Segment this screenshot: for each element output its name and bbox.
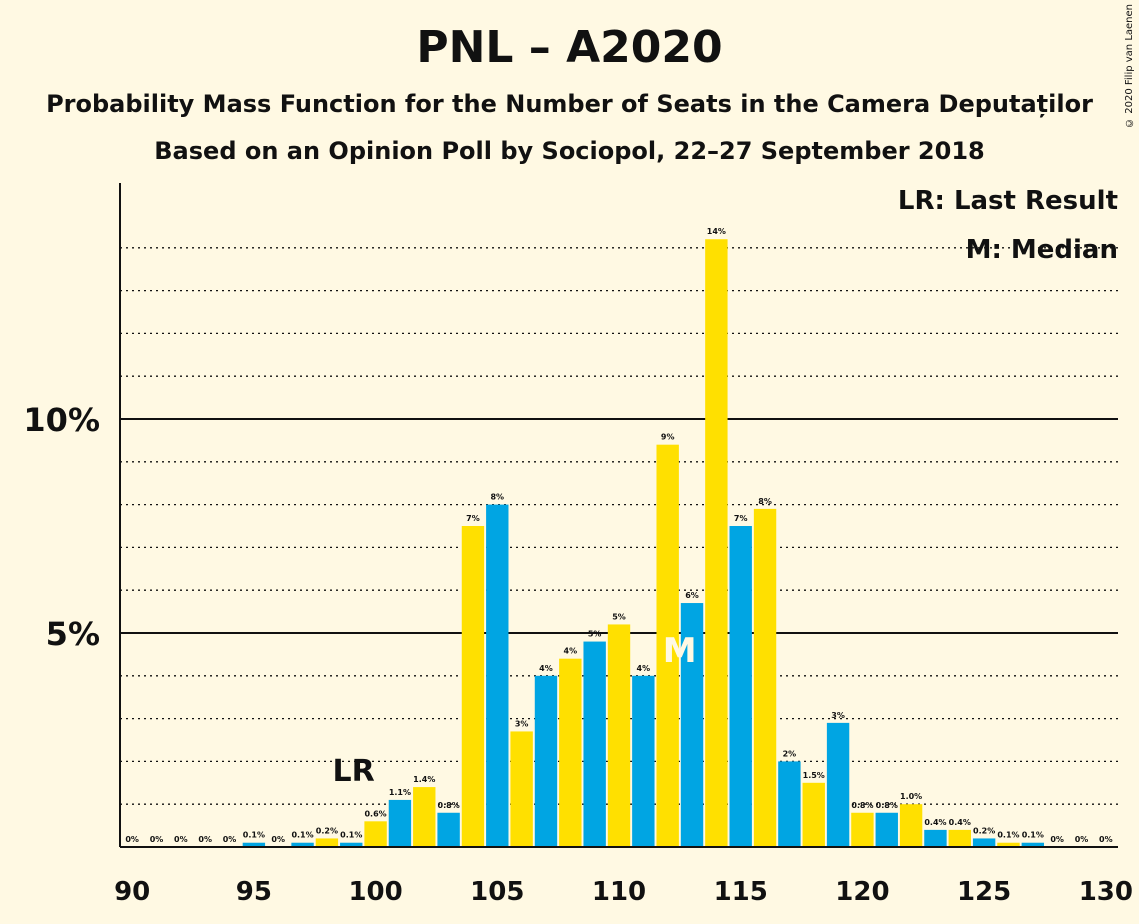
bar-seat-127 bbox=[1021, 842, 1045, 847]
value-label-seat-108: 4% bbox=[564, 647, 578, 656]
x-tick-105: 105 bbox=[470, 877, 524, 907]
bar-seat-116 bbox=[753, 508, 777, 847]
bar-seat-109 bbox=[583, 641, 606, 847]
value-label-seat-99: 0.1% bbox=[340, 831, 362, 840]
bar-seat-108 bbox=[559, 658, 582, 847]
last-result-marker: LR bbox=[332, 754, 374, 789]
y-tick-10: 10% bbox=[23, 401, 100, 439]
value-label-seat-114: 14% bbox=[707, 227, 726, 236]
x-tick-110: 110 bbox=[592, 877, 646, 907]
y-tick-5: 5% bbox=[46, 615, 100, 653]
bar-seat-99 bbox=[340, 842, 363, 847]
value-label-seat-113: 6% bbox=[685, 591, 699, 600]
chart-markers: LR M bbox=[332, 631, 696, 789]
x-tick-115: 115 bbox=[714, 877, 768, 907]
value-label-seat-122: 1.0% bbox=[900, 792, 922, 801]
median-marker: M bbox=[663, 631, 697, 671]
bar-seat-124 bbox=[948, 829, 971, 847]
bar-seat-107 bbox=[534, 675, 558, 847]
value-label-seat-127: 0.1% bbox=[1022, 831, 1044, 840]
value-label-seat-93: 0% bbox=[198, 835, 212, 844]
chart-title: PNL – A2020 bbox=[416, 22, 723, 73]
value-label-seat-112: 9% bbox=[661, 433, 675, 442]
value-label-seat-94: 0% bbox=[223, 835, 237, 844]
bar-seat-104 bbox=[461, 526, 485, 847]
value-label-seat-120: 0.8% bbox=[851, 801, 873, 810]
value-label-seat-104: 7% bbox=[466, 514, 480, 523]
chart-axes bbox=[119, 183, 1118, 848]
bar-seat-118 bbox=[802, 782, 825, 847]
x-tick-100: 100 bbox=[348, 877, 402, 907]
chart-bars bbox=[242, 239, 1045, 848]
bar-seat-95 bbox=[242, 842, 266, 847]
x-tick-120: 120 bbox=[835, 877, 889, 907]
bar-seat-111 bbox=[632, 675, 655, 847]
bar-seat-120 bbox=[851, 812, 874, 847]
value-label-seat-130: 0% bbox=[1099, 835, 1113, 844]
x-tick-90: 90 bbox=[114, 877, 150, 907]
bar-seat-97 bbox=[291, 842, 314, 847]
bar-seat-101 bbox=[388, 799, 412, 847]
value-label-seat-115: 7% bbox=[734, 514, 748, 523]
bar-seat-115 bbox=[729, 526, 752, 847]
value-label-seat-119: 3% bbox=[831, 711, 845, 720]
value-label-seat-125: 0.2% bbox=[973, 826, 995, 835]
value-label-seat-90: 0% bbox=[125, 835, 139, 844]
value-label-seat-102: 1.4% bbox=[413, 775, 435, 784]
bar-seat-105 bbox=[486, 504, 509, 847]
value-label-seat-97: 0.1% bbox=[291, 831, 313, 840]
value-label-seat-107: 4% bbox=[539, 664, 553, 673]
value-label-seat-91: 0% bbox=[150, 835, 164, 844]
bar-seat-103 bbox=[437, 812, 460, 847]
legend-median: M: Median bbox=[966, 235, 1118, 265]
value-label-seat-98: 0.2% bbox=[316, 826, 338, 835]
x-tick-95: 95 bbox=[236, 877, 272, 907]
value-label-seat-109: 5% bbox=[588, 630, 602, 639]
bar-seat-106 bbox=[510, 731, 533, 847]
bar-seat-122 bbox=[899, 804, 923, 847]
chart-subtitle-2: Based on an Opinion Poll by Sociopol, 22… bbox=[154, 137, 985, 165]
bar-seat-98 bbox=[315, 838, 339, 847]
chart-value-labels: 0% 0% 0% 0% 0% 0.1% 0% 0.1% 0.2% 0.1%0.6%1.1%1.4%… bbox=[125, 227, 1112, 844]
value-label-seat-123: 0.4% bbox=[924, 818, 946, 827]
value-label-seat-106: 3% bbox=[515, 719, 529, 728]
x-tick-130: 130 bbox=[1079, 877, 1133, 907]
bar-seat-102 bbox=[413, 787, 436, 847]
value-label-seat-101: 1.1% bbox=[389, 788, 411, 797]
x-tick-125: 125 bbox=[957, 877, 1011, 907]
value-label-seat-118: 1.5% bbox=[803, 771, 825, 780]
value-label-seat-110: 5% bbox=[612, 612, 626, 621]
legend-last-result: LR: Last Result bbox=[898, 186, 1118, 216]
bar-seat-117 bbox=[778, 761, 801, 847]
chart-tick-labels: 90 95 100 105 110 115 120 125 130 5% 10% bbox=[23, 401, 1133, 907]
value-label-seat-92: 0% bbox=[174, 835, 188, 844]
value-label-seat-100: 0.6% bbox=[364, 809, 386, 818]
value-label-seat-96: 0% bbox=[271, 835, 285, 844]
bar-seat-123 bbox=[924, 829, 947, 847]
value-label-seat-111: 4% bbox=[637, 664, 651, 673]
value-label-seat-121: 0.8% bbox=[876, 801, 898, 810]
bar-seat-113 bbox=[680, 603, 704, 847]
bar-seat-125 bbox=[972, 838, 996, 847]
chart-subtitle-1: Probability Mass Function for the Number… bbox=[46, 90, 1093, 118]
value-label-seat-124: 0.4% bbox=[949, 818, 971, 827]
bar-seat-110 bbox=[607, 624, 631, 847]
bar-seat-121 bbox=[875, 812, 898, 847]
bar-seat-114 bbox=[705, 239, 728, 848]
bar-seat-119 bbox=[826, 722, 850, 847]
bar-seat-126 bbox=[997, 842, 1020, 847]
value-label-seat-129: 0% bbox=[1075, 835, 1089, 844]
value-label-seat-117: 2% bbox=[783, 749, 797, 758]
bar-seat-112 bbox=[656, 444, 679, 847]
value-label-seat-128: 0% bbox=[1050, 835, 1064, 844]
bar-seat-100 bbox=[364, 821, 387, 847]
value-label-seat-105: 8% bbox=[490, 493, 504, 502]
value-label-seat-103: 0.8% bbox=[438, 801, 460, 810]
value-label-seat-95: 0.1% bbox=[243, 831, 265, 840]
value-label-seat-116: 8% bbox=[758, 497, 772, 506]
value-label-seat-126: 0.1% bbox=[997, 831, 1019, 840]
